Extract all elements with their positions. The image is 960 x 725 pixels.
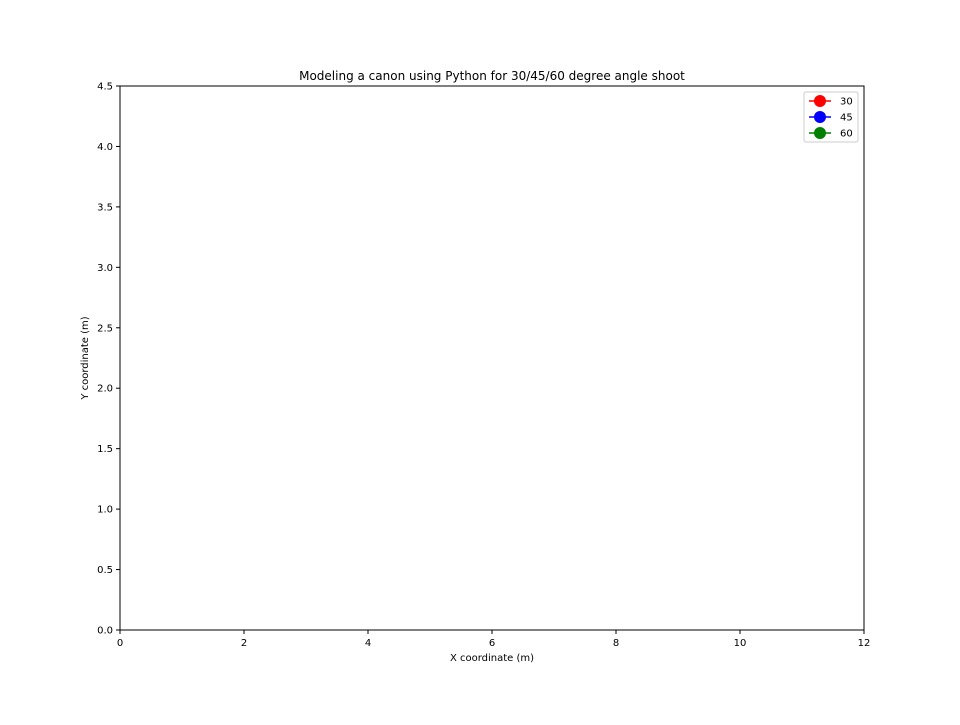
y-tick-label: 0.5 — [97, 565, 113, 576]
legend-marker-30 — [814, 95, 826, 107]
x-tick-label: 12 — [858, 638, 871, 649]
legend-label-30: 30 — [840, 97, 853, 108]
x-tick-label: 4 — [365, 638, 371, 649]
legend-entries: 30 45 60 — [809, 95, 853, 140]
y-tick-label: 1.0 — [97, 505, 113, 516]
x-tick-label: 8 — [613, 638, 619, 649]
y-tick-label: 0.0 — [97, 626, 113, 637]
plot-area — [119, 85, 865, 631]
legend-label-60: 60 — [840, 129, 853, 140]
legend-label-45: 45 — [840, 113, 853, 124]
y-axis: 0.0 0.5 1.0 1.5 2.0 2.5 3.0 3.5 4.0 4.5 — [97, 82, 120, 637]
legend: 30 45 60 — [803, 91, 859, 143]
y-tick-label: 1.5 — [97, 444, 113, 455]
x-axis: 0 2 4 6 8 10 12 — [117, 630, 871, 649]
x-tick-label: 10 — [734, 638, 747, 649]
x-axis-label: X coordinate (m) — [450, 653, 534, 664]
legend-marker-45 — [814, 111, 826, 123]
chart-title: Modeling a canon using Python for 30/45/… — [299, 69, 685, 83]
y-tick-label: 3.5 — [97, 202, 113, 213]
legend-marker-60 — [814, 127, 826, 139]
y-axis-label: Y coordinate (m) — [80, 316, 91, 400]
y-tick-label: 4.5 — [97, 82, 113, 93]
y-tick-label: 3.0 — [97, 263, 113, 274]
y-tick-label: 2.0 — [97, 384, 113, 395]
y-tick-label: 4.0 — [97, 142, 113, 153]
y-tick-label: 2.5 — [97, 323, 113, 334]
x-tick-label: 6 — [489, 638, 495, 649]
x-tick-label: 2 — [241, 638, 247, 649]
x-tick-label: 0 — [117, 638, 123, 649]
